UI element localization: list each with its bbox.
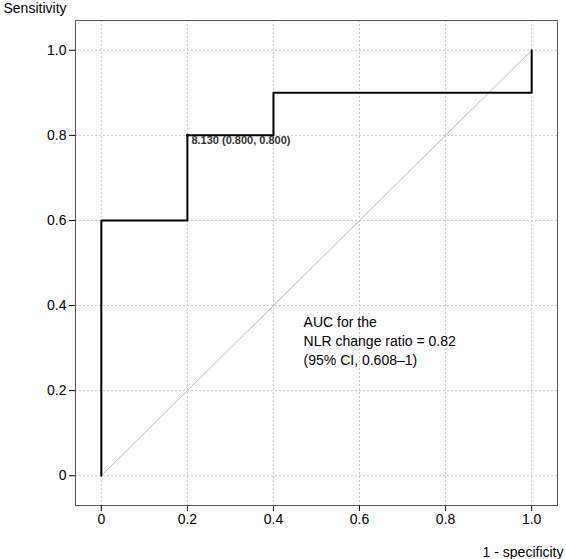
svg-text:0.4: 0.4 (47, 297, 67, 313)
svg-text:0.4: 0.4 (264, 511, 284, 527)
svg-text:0.2: 0.2 (178, 511, 198, 527)
svg-text:0.8: 0.8 (436, 511, 456, 527)
svg-text:0.8: 0.8 (47, 127, 67, 143)
svg-text:1.0: 1.0 (522, 511, 542, 527)
svg-text:1 - specificity: 1 - specificity (483, 544, 564, 559)
svg-text:0.2: 0.2 (47, 382, 67, 398)
svg-text:0: 0 (97, 511, 105, 527)
svg-text:Sensitivity: Sensitivity (4, 0, 67, 16)
svg-text:1.0: 1.0 (47, 42, 67, 58)
svg-text:0: 0 (59, 467, 67, 483)
svg-text:0.6: 0.6 (47, 212, 67, 228)
svg-text:AUC for theNLR change ratio =: AUC for theNLR change ratio = 0.82(95% C… (304, 314, 456, 368)
svg-text:8.130 (0.800, 0.800): 8.130 (0.800, 0.800) (191, 134, 290, 146)
svg-text:0.6: 0.6 (350, 511, 370, 527)
